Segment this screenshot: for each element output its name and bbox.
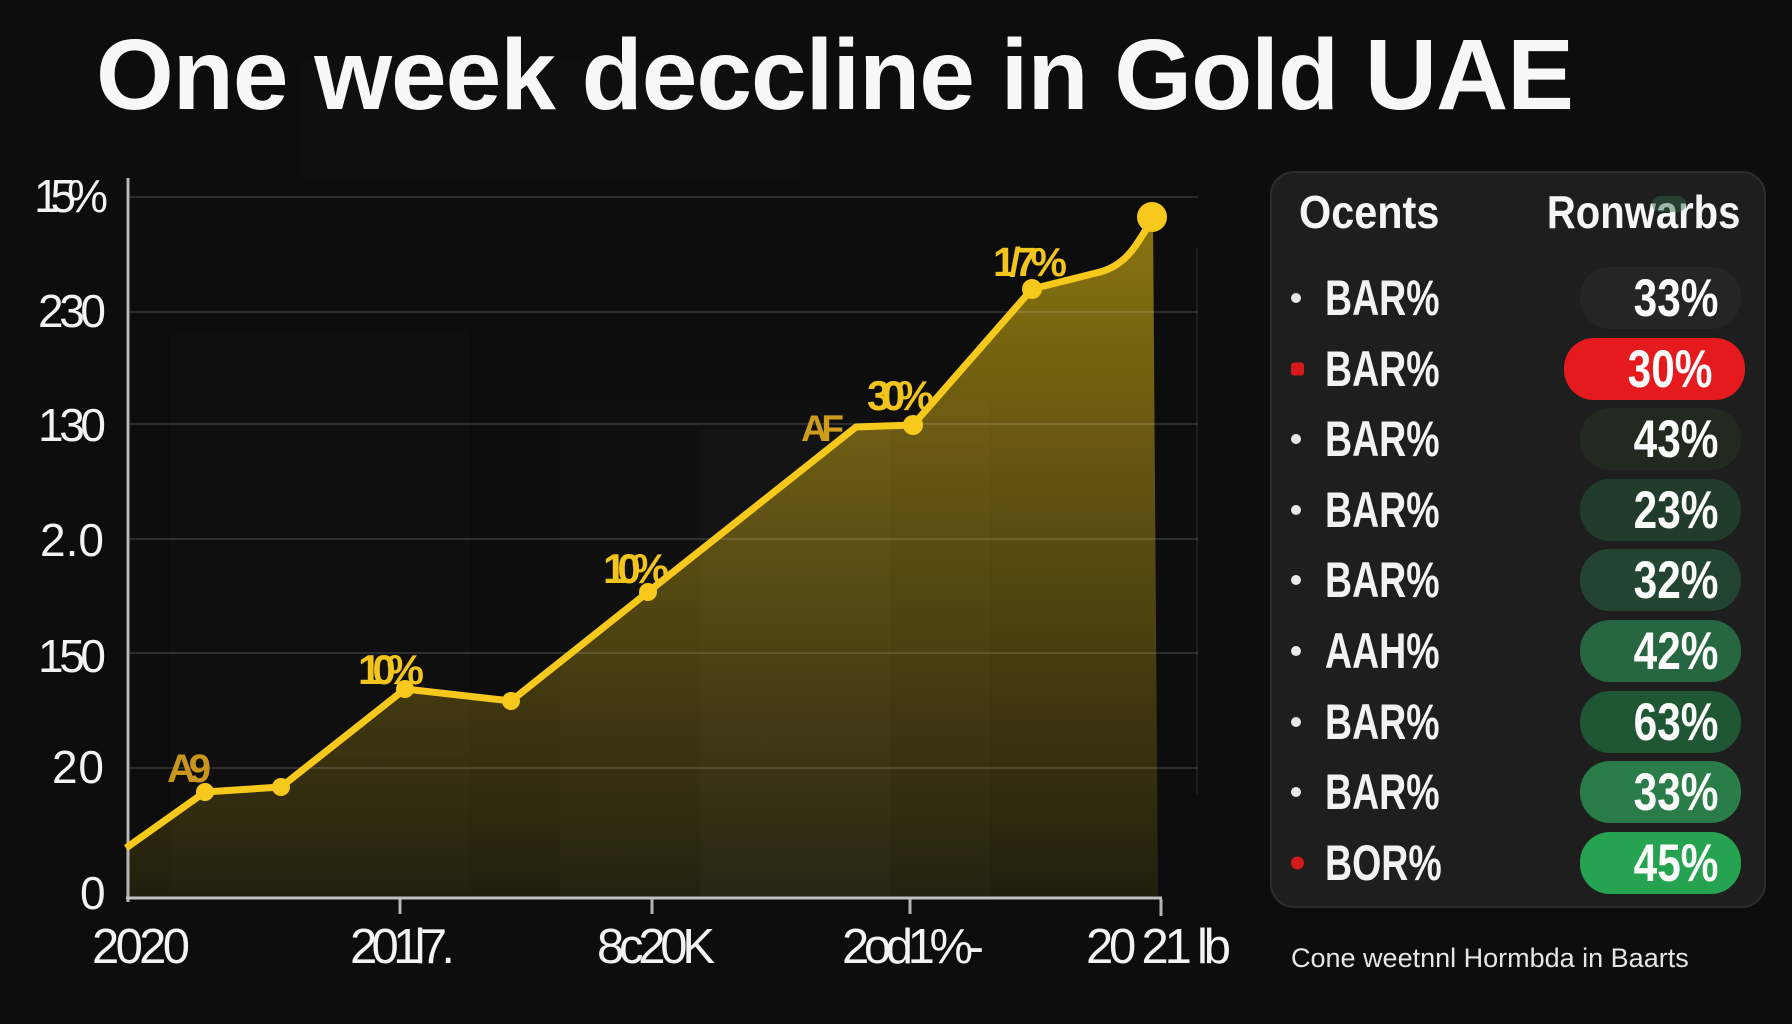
svg-text:201l7.: 201l7. — [350, 920, 455, 974]
svg-text:2020: 2020 — [92, 920, 190, 974]
svg-text:20: 20 — [52, 741, 104, 793]
svg-text:1/7%: 1/7% — [993, 239, 1067, 285]
svg-text:150: 150 — [38, 630, 106, 682]
svg-text:20 21 lb: 20 21 lb — [1086, 920, 1231, 974]
svg-text:10%: 10% — [603, 545, 669, 592]
svg-text:15%: 15% — [34, 170, 108, 222]
svg-text:30%: 30% — [867, 372, 934, 419]
svg-text:10%: 10% — [358, 646, 424, 693]
svg-text:2.0: 2.0 — [40, 514, 104, 566]
svg-text:0: 0 — [80, 867, 106, 919]
svg-text:130: 130 — [38, 399, 106, 451]
svg-text:8c20K: 8c20K — [597, 920, 715, 974]
svg-text:AF: AF — [801, 408, 844, 449]
svg-text:230: 230 — [38, 285, 106, 337]
svg-text:A9: A9 — [167, 747, 211, 791]
svg-text:2od1%-: 2od1%- — [842, 920, 984, 974]
